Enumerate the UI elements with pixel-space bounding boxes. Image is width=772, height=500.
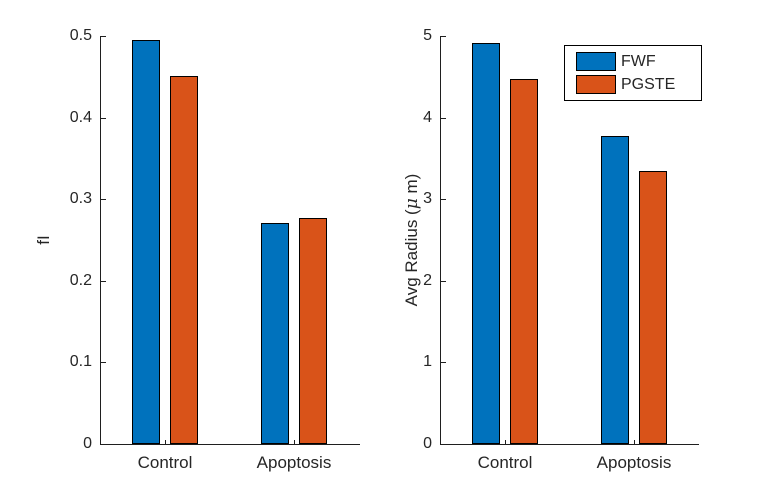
y-tick-label: 0 (423, 435, 432, 452)
bar-fwf-apoptosis (261, 223, 289, 444)
x-axis-line (440, 444, 699, 445)
y-tick-label: 1 (423, 353, 432, 370)
category-label: Control (477, 453, 533, 472)
legend-label-pgste: PGSTE (621, 76, 676, 93)
y-tick (441, 118, 446, 119)
mu-symbol: μ (402, 198, 422, 210)
bar-pgste-control (510, 79, 538, 444)
category-label: Apoptosis (256, 453, 332, 472)
bar-fwf-control (472, 43, 500, 444)
y-tick (101, 362, 106, 363)
y-tick (101, 281, 106, 282)
x-tick (505, 440, 506, 444)
y-tick-label: 0.3 (69, 190, 92, 207)
y-axis-label: Avg Radius (μ m) (402, 174, 422, 307)
legend-label-fwf: FWF (621, 53, 656, 70)
x-tick (294, 440, 295, 444)
y-tick-label: 2 (423, 272, 432, 289)
y-axis-line (100, 36, 101, 445)
y-axis-label-text: Avg Radius ( (402, 209, 421, 307)
bar-pgste-control (170, 76, 198, 444)
y-tick (441, 36, 446, 37)
y-tick (101, 36, 106, 37)
x-tick (634, 440, 635, 444)
y-tick (441, 281, 446, 282)
y-tick (441, 362, 446, 363)
category-label: Apoptosis (596, 453, 672, 472)
y-tick (101, 199, 106, 200)
bar-fwf-control (132, 40, 160, 444)
bar-pgste-apoptosis (639, 171, 667, 444)
category-label: Control (137, 453, 193, 472)
y-tick-label: 0.1 (69, 353, 92, 370)
bar-pgste-apoptosis (299, 218, 327, 444)
legend-swatch-pgste (576, 75, 616, 94)
bar-fwf-apoptosis (601, 136, 629, 444)
y-tick-label: 3 (423, 190, 432, 207)
y-tick-label: 0.4 (69, 109, 92, 126)
y-axis-line (440, 36, 441, 445)
y-tick-label: 4 (423, 109, 432, 126)
x-axis-line (100, 444, 360, 445)
y-tick-label: 0.5 (69, 27, 92, 44)
y-axis-label-text: m) (402, 173, 421, 199)
y-tick-label: 5 (423, 27, 432, 44)
legend: FWF PGSTE (564, 45, 702, 101)
legend-swatch-fwf (576, 52, 616, 71)
x-tick (165, 440, 166, 444)
y-tick-label: 0 (83, 435, 92, 452)
y-tick-label: 0.2 (69, 272, 92, 289)
y-tick (101, 118, 106, 119)
y-tick (441, 199, 446, 200)
